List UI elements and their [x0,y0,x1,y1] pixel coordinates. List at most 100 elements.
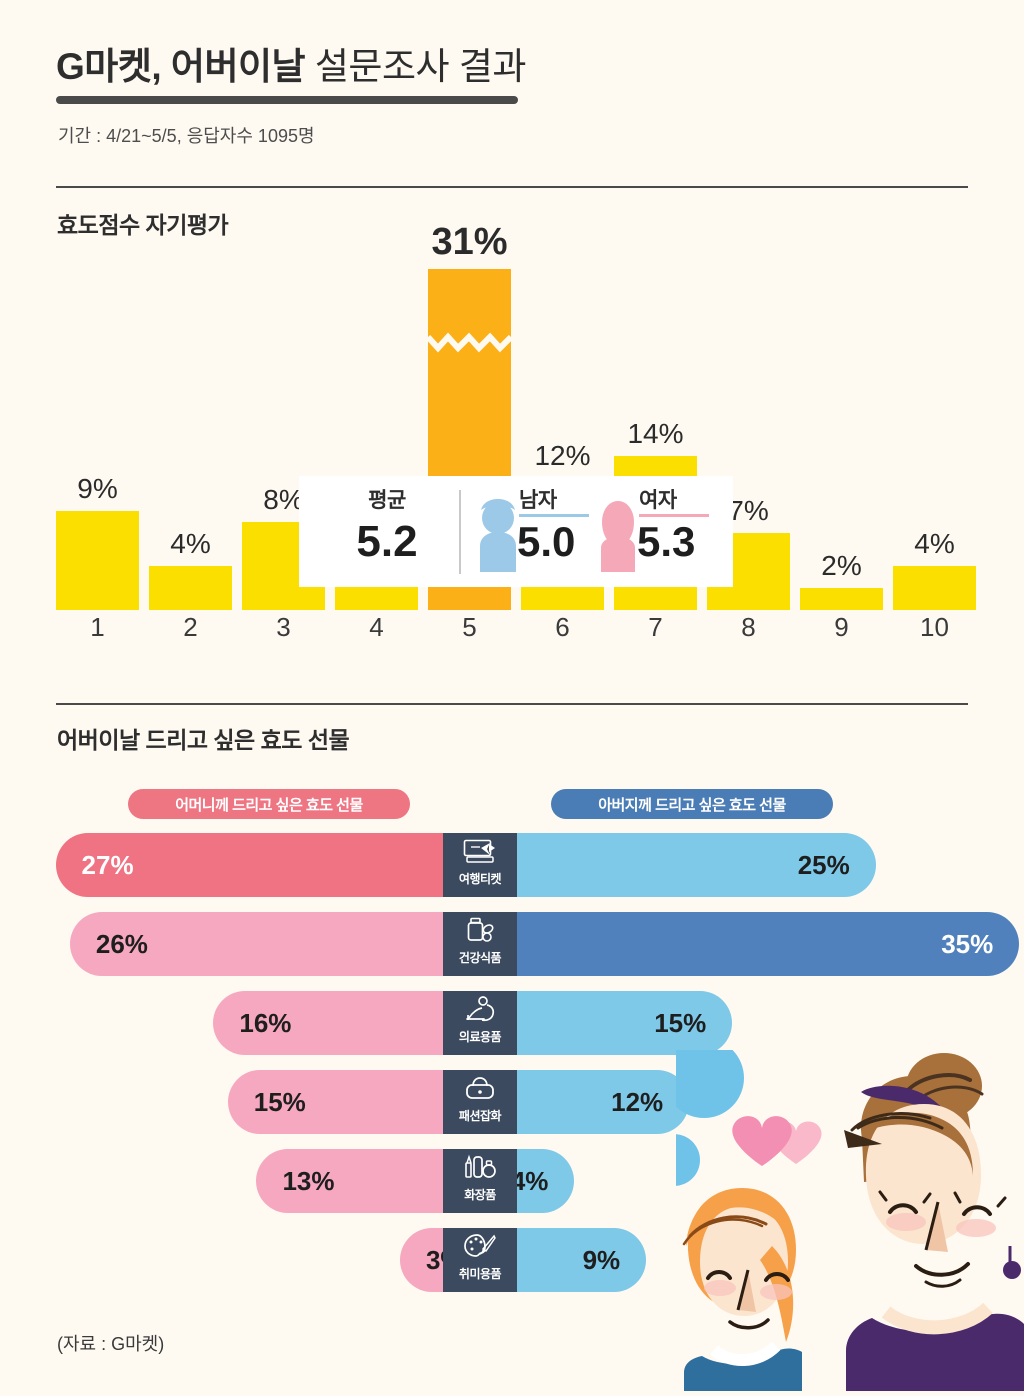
plane-ticket-icon: 여행티켓 [443,833,517,897]
handbag-icon: 패션잡화 [443,1070,517,1134]
father-bar-handbag-icon: 12% [517,1070,690,1134]
x-axis-tick-8: 8 [741,612,756,642]
x-axis-tick-7: 7 [648,612,663,642]
massage-chair-icon: 의료용품 [443,991,517,1055]
father-bar-supplement-bottle-icon: 35% [517,912,1020,976]
bar-value-label-3: 8% [263,484,304,515]
x-axis-tick-10: 10 [920,612,949,642]
gift-category-label: 건강식품 [458,951,502,965]
father-bar-value: 25% [797,849,850,880]
mother-bar-value: 13% [282,1165,335,1196]
father-bar-value: 4% [510,1165,549,1196]
x-axis-tick-5: 5 [462,612,477,642]
gift-category-label: 의료용품 [458,1030,502,1044]
massage-chair-icon-glyph [463,996,497,1027]
bar-value-label-7: 14% [627,418,684,449]
gift-row: 13% 4% 화장품 [0,1149,1024,1213]
plane-ticket-icon-glyph [463,838,497,869]
mother-bar-value: 26% [95,928,148,959]
male-underline [519,514,589,517]
cosmetics-icon: 화장품 [443,1149,517,1213]
average-value: 5.2 [356,517,418,566]
x-axis-tick-2: 2 [183,612,198,642]
art-palette-icon-glyph [463,1233,497,1264]
section1-heading: 효도점수 자기평가 [57,212,229,238]
father-bar-value: 15% [654,1007,707,1038]
art-palette-icon: 취미용품 [443,1228,517,1292]
page-title-light: 설문조사 결과 [305,46,527,87]
bar-score-2 [149,566,232,610]
overall-average-block: 평균 5.2 [331,484,443,568]
average-score-overlay: 평균 5.2 남자 5.0 여자 [299,476,733,587]
supplement-bottle-icon: 건강식품 [443,912,517,976]
male-average-block: 남자 5.0 [475,484,595,580]
section1-divider [56,186,968,188]
male-average-value: 5.0 [517,518,576,565]
father-bar-value: 35% [941,928,994,959]
gift-row: 26% 35% 건강식품 [0,912,1024,976]
gift-row: 15% 12% 패션잡화 [0,1070,1024,1134]
handbag-icon-glyph [463,1075,497,1106]
x-axis-tick-6: 6 [555,612,570,642]
female-caption: 여자 [639,489,677,512]
gift-category-label: 여행티켓 [458,872,502,886]
gift-category-label: 취미용품 [458,1267,502,1281]
bar-value-label-5: 31% [431,221,508,263]
mother-bar-massage-chair-icon: 16% [213,991,443,1055]
gift-category-label: 화장품 [464,1188,496,1202]
mother-bar-handbag-icon: 15% [227,1070,443,1134]
gift-category-label: 패션잡화 [458,1109,502,1123]
section2-heading: 어버이날 드리고 싶은 효도 선물 [57,727,350,753]
female-person-icon [595,498,641,572]
bar-value-label-6: 12% [534,440,591,471]
female-average-block: 여자 5.3 [595,484,715,580]
gift-preference-chart: 27% 25% 여행티켓 26% 35% 건강식품 16% 15% 의료용품 15% 12% 패션잡화… [0,833,1024,1333]
axis-break-zigzag [425,331,514,353]
supplement-bottle-icon-glyph [463,917,497,948]
father-bar-massage-chair-icon: 15% [517,991,733,1055]
father-bar-value: 12% [611,1086,664,1117]
bar-value-label-8: 7% [728,495,769,526]
x-axis-tick-1: 1 [90,612,105,642]
legend-father-pill: 아버지께 드리고 싶은 효도 선물 [551,789,833,819]
mother-bar-art-palette-icon: 3% [399,1228,464,1292]
bar-value-label-2: 4% [170,528,211,559]
section2-divider [56,703,968,705]
x-axis-tick-4: 4 [369,612,384,642]
title-underline [56,96,518,104]
overlay-divider [459,490,461,574]
father-bar-value: 9% [582,1244,621,1275]
x-axis-tick-3: 3 [276,612,291,642]
mother-daughter-illustration [648,1038,1024,1391]
female-average-value: 5.3 [637,518,696,565]
male-caption: 남자 [519,489,557,512]
father-bar-cosmetics-icon: 4% [511,1149,575,1213]
mother-bar-cosmetics-icon: 13% [256,1149,443,1213]
gift-row: 3% 9% 취미용품 [0,1228,1024,1292]
bar-value-label-10: 4% [914,528,955,559]
survey-period-subtitle: 기간 : 4/21~5/5, 응답자수 1095명 [58,126,315,146]
mother-bar-supplement-bottle-icon: 26% [69,912,443,976]
mother-bar-value: 27% [81,849,134,880]
bar-score-9 [800,588,883,610]
mother-bar-value: 15% [253,1086,306,1117]
page-title-bold: G마켓, 어버이날 [56,46,306,87]
source-note: (자료 : G마켓) [57,1334,165,1354]
mother-bar-value: 16% [239,1007,292,1038]
x-axis-tick-9: 9 [834,612,849,642]
bar-score-10 [893,566,976,610]
female-underline [639,514,709,517]
gift-row: 27% 25% 여행티켓 [0,833,1024,897]
mother-bar-plane-ticket-icon: 27% [55,833,443,897]
page-title: G마켓, 어버이날 설문조사 결과 [56,36,526,90]
bar-value-label-9: 2% [821,550,862,581]
average-caption: 평균 [368,489,406,512]
cosmetics-icon-glyph [463,1154,497,1185]
father-bar-plane-ticket-icon: 25% [517,833,876,897]
male-person-icon [475,498,521,572]
gift-row: 16% 15% 의료용품 [0,991,1024,1055]
legend-mother-pill: 어머니께 드리고 싶은 효도 선물 [128,789,410,819]
father-bar-art-palette-icon: 9% [517,1228,647,1292]
bar-score-1 [56,511,139,610]
